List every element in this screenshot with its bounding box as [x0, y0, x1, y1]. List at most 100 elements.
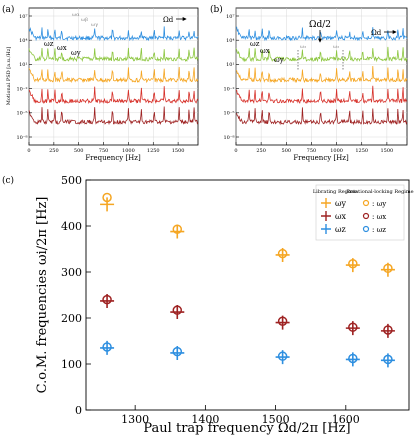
- data-point-circle: [172, 305, 183, 315]
- legend-marker-plus: [321, 198, 331, 208]
- psd-trace: [235, 26, 408, 42]
- x-tick-label: 500: [74, 148, 84, 154]
- panel-b-xlabel: Frequency [Hz]: [293, 154, 349, 162]
- data-point-circle: [102, 294, 112, 305]
- y-tick-label: 10⁻⁵: [16, 111, 27, 117]
- y-tick-label: 500: [61, 174, 82, 187]
- x-tick-label: 250: [256, 148, 266, 154]
- panel-c-legend: Librating Regime Rotational-locking Regi…: [313, 184, 414, 241]
- x-tick-label: 750: [307, 148, 317, 154]
- x-tick-label: 750: [99, 148, 109, 154]
- data-point-circle: [348, 258, 358, 269]
- legend-label: : ωz: [372, 226, 386, 234]
- legend-label: ωz: [335, 225, 346, 234]
- y-tick-label: 0: [75, 404, 82, 417]
- psd-trace: [28, 66, 199, 84]
- data-point-circle: [383, 325, 393, 335]
- x-tick-label: 1000: [330, 148, 343, 154]
- data-point-plus: [170, 224, 185, 239]
- data-point-circle: [102, 342, 112, 352]
- legend-marker-circle: [362, 212, 370, 220]
- psd-trace: [235, 65, 408, 84]
- legend-box: [315, 184, 405, 241]
- panel-a-annot-alpha: ωα: [72, 12, 80, 18]
- x-tick-label: 1250: [147, 148, 160, 154]
- data-point-circle: [348, 322, 358, 332]
- data-point-circle: [348, 353, 358, 364]
- panel-b-annot-3b: ω₃: [333, 44, 339, 50]
- panel-c: 1300 1400 1500 1600 0 100 200 300 400 500 Paul tr…: [35, 174, 414, 436]
- panel-a-annot-x: ωx: [57, 44, 67, 52]
- panel-c-xlabel: Paul trap frequency Ωd/2π [Hz]: [143, 421, 350, 436]
- data-point-circle: [172, 224, 183, 234]
- data-point-plus: [170, 305, 185, 320]
- data-point-circle: [277, 248, 288, 259]
- panel-b-annot-z: ωz: [250, 40, 260, 48]
- y-tick-label: 10⁻²: [223, 86, 234, 92]
- y-tick-label: 10⁷: [19, 14, 27, 20]
- panel-a-annot-gamma: ωγ: [91, 22, 98, 28]
- legend-col2-title: Rotational-locking Regime: [346, 189, 413, 195]
- panel-b-label: (b): [210, 4, 223, 15]
- x-tick-label: 1000: [122, 148, 135, 154]
- panel-a-omega-d: Ωd: [163, 16, 174, 24]
- panel-a-label: (a): [2, 4, 14, 15]
- panel-a-annot-y: ωy: [71, 49, 81, 57]
- panel-b-annot-y: ωy: [274, 56, 284, 64]
- data-point-circle: [102, 192, 112, 203]
- x-tick-label: 1600: [332, 413, 360, 426]
- legend-label: ωx: [335, 212, 347, 221]
- x-tick-label: 1300: [121, 413, 149, 426]
- y-tick-label: 10⁻²: [16, 86, 27, 92]
- panel-c-ylabel: C.o.M. frequencies ωi/2π [Hz]: [35, 197, 50, 394]
- legend-label: : ωx: [372, 213, 386, 221]
- legend-marker-circle: [362, 225, 370, 233]
- psd-trace: [28, 47, 199, 63]
- panel-b-annot-3a: ω₃: [300, 44, 306, 50]
- panel-b-annot-x: ωx: [260, 47, 270, 55]
- panel-b-omega-d: Ωd: [371, 29, 382, 37]
- y-tick-label: 10¹: [19, 62, 27, 68]
- x-tick-label: 1400: [191, 413, 219, 426]
- panel-a-annot-z: ωz: [44, 40, 54, 48]
- panel-b-omega-d-half: Ωd/2: [309, 20, 331, 30]
- psd-trace: [235, 46, 408, 63]
- legend-col1-title: Librating Regime: [313, 189, 357, 195]
- data-point-circle: [277, 351, 288, 361]
- panel-a-xlabel: Frequency [Hz]: [85, 154, 141, 162]
- legend-label: : ωy: [372, 200, 386, 208]
- psd-trace: [28, 86, 199, 105]
- x-tick-label: 500: [282, 148, 292, 154]
- panel-b: 10⁷ 10⁴ 10¹ 10⁻² 10⁻⁵ 10⁻⁸ 0 250 500 750 1000 1250…: [223, 7, 408, 162]
- panel-c-label: (c): [2, 175, 14, 186]
- y-tick-label: 10¹: [226, 62, 234, 68]
- x-tick-label: 0: [27, 148, 30, 154]
- y-tick-label: 300: [61, 266, 82, 279]
- psd-trace: [28, 106, 199, 126]
- x-tick-label: 1250: [355, 148, 368, 154]
- psd-trace: [235, 85, 408, 105]
- data-point-circle: [277, 316, 288, 326]
- data-point-circle: [383, 354, 393, 365]
- legend-marker-plus: [321, 211, 331, 221]
- y-tick-label: 200: [61, 312, 82, 325]
- x-tick-label: 1500: [172, 148, 185, 154]
- panel-a-ylabel: Motional PSD [a.u./Hz]: [6, 47, 12, 106]
- x-tick-label: 0: [234, 148, 237, 154]
- y-tick-label: 10⁴: [19, 38, 27, 44]
- x-tick-label: 1500: [262, 413, 290, 426]
- psd-trace: [235, 107, 408, 126]
- legend-marker-plus: [321, 224, 331, 234]
- panel-a-annot-beta: ωβ: [81, 17, 88, 23]
- y-tick-label: 10⁴: [226, 38, 234, 44]
- data-point-circle: [383, 263, 393, 274]
- legend-label: ωy: [335, 199, 347, 208]
- data-point-circle: [172, 346, 183, 357]
- y-tick-label: 400: [61, 220, 82, 233]
- x-tick-label: 1500: [381, 148, 394, 154]
- psd-trace: [28, 26, 199, 42]
- y-tick-label: 10⁻⁸: [223, 135, 234, 141]
- panel-c-frame: [85, 179, 410, 411]
- data-point-plus: [100, 197, 115, 212]
